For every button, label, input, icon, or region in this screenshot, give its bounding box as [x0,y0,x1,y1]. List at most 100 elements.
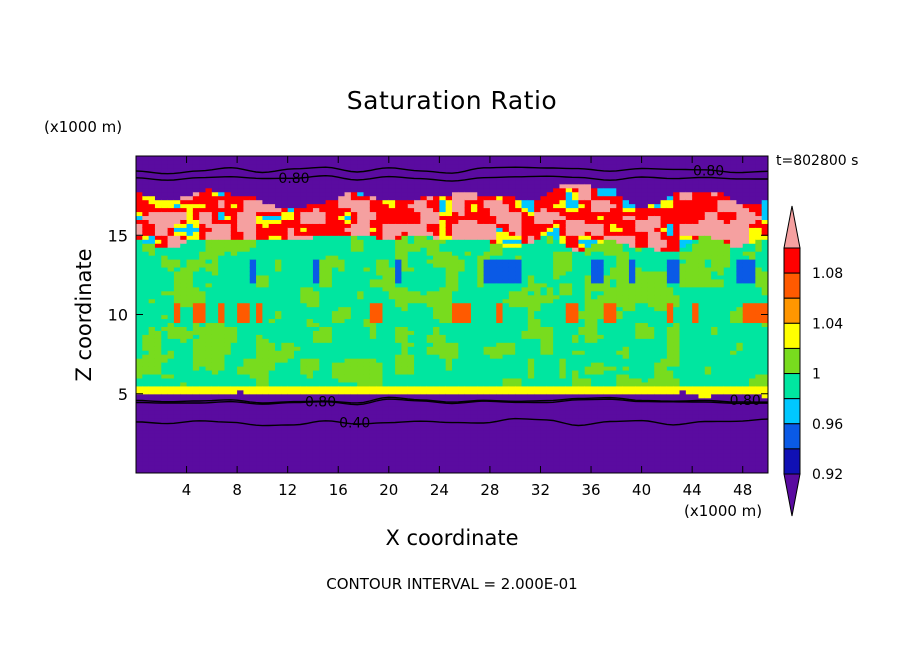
field-cell [489,334,497,339]
field-cell [154,358,162,363]
field-cell [464,247,472,252]
field-cell [319,298,327,304]
field-cell [249,326,257,331]
field-cell [357,310,365,316]
field-cell [521,453,529,458]
field-cell [205,219,213,224]
field-cell [230,405,238,411]
field-cell [275,219,282,224]
field-cell [445,207,453,213]
field-cell [407,358,415,363]
field-cell [306,385,314,391]
field-cell [281,413,289,419]
field-cell [502,227,510,232]
field-cell [331,381,339,387]
field-cell [357,270,365,276]
field-cell [496,381,504,387]
field-cell [312,413,320,419]
field-cell [420,354,428,359]
field-cell [401,294,409,300]
field-cell [508,457,516,462]
field-cell [192,369,200,375]
field-cell [489,179,497,185]
field-cell [281,417,289,423]
field-cell [395,207,403,213]
field-cell [180,389,188,395]
field-cell [407,156,415,161]
field-cell [306,239,314,244]
field-cell [401,354,409,359]
field-cell [237,286,245,292]
field-cell [154,413,162,419]
field-cell [237,294,245,300]
field-cell [205,350,213,355]
field-cell [154,259,162,264]
field-cell [426,219,434,224]
field-cell [515,417,523,423]
field-cell [268,461,276,466]
field-cell [192,465,200,470]
field-cell [470,278,478,284]
field-cell [464,187,472,193]
field-cell [338,318,346,324]
field-cell [186,163,194,169]
field-cell [445,235,453,240]
field-cell [508,235,516,240]
field-cell [420,449,428,454]
field-cell [331,235,339,240]
field-cell [388,266,396,272]
field-cell [205,461,213,466]
field-cell [414,342,421,347]
field-cell [256,159,263,165]
field-cell [312,199,320,205]
field-cell [281,334,289,339]
field-cell [186,377,194,383]
field-cell [262,247,270,252]
field-cell [363,437,371,442]
field-cell [306,326,314,331]
field-cell [275,409,282,415]
field-cell [470,385,478,391]
field-cell [420,227,428,232]
field-cell [211,259,219,264]
field-cell [445,377,453,383]
field-cell [294,255,301,260]
field-cell [224,290,232,296]
field-cell [376,421,384,427]
field-cell [142,274,150,280]
field-cell [414,377,421,383]
field-cell [230,282,238,288]
field-cell [508,397,516,403]
field-cell [458,366,466,371]
field-cell [388,179,396,185]
field-cell [388,358,396,363]
field-cell [243,457,251,462]
field-cell [224,338,232,343]
field-cell [414,195,421,201]
field-cell [306,469,314,473]
contour-interval-label: CONTOUR INTERVAL = 2.000E-01 [326,575,578,593]
field-cell [275,318,282,324]
field-cell [489,389,497,395]
field-cell [281,270,289,276]
field-cell [275,342,282,347]
field-cell [401,441,409,446]
field-cell [306,262,314,268]
field-cell [192,358,200,363]
field-cell [483,354,491,359]
field-cell [312,282,320,288]
field-cell [325,326,333,331]
field-cell [382,163,390,169]
field-cell [161,286,169,292]
field-cell [489,385,497,391]
field-cell [161,377,169,383]
field-cell [369,219,377,224]
field-cell [445,199,453,205]
field-cell [142,278,150,284]
field-cell [445,247,453,252]
field-cell [521,401,529,407]
field-cell [515,266,523,272]
field-cell [515,429,523,434]
field-cell [414,465,421,470]
field-cell [331,179,339,185]
